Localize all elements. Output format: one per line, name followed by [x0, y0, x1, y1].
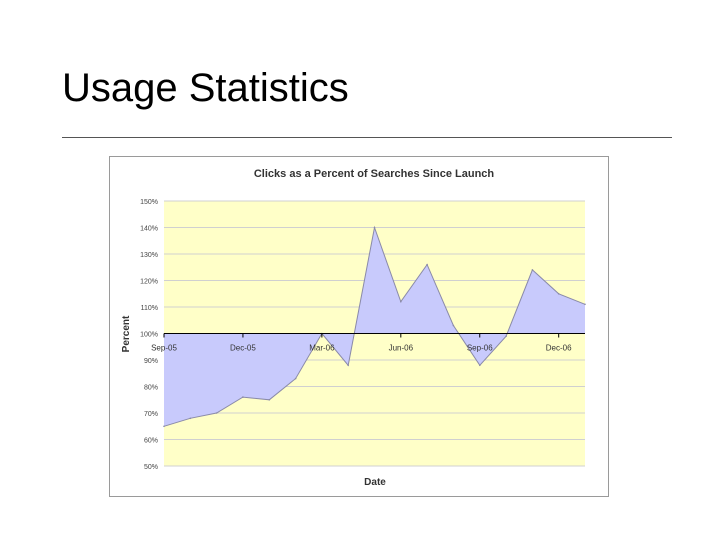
data-point: [400, 300, 402, 303]
data-point: [294, 377, 297, 380]
data-point: [557, 293, 560, 295]
x-tick-label: Dec-06: [546, 344, 572, 353]
data-point: [373, 226, 376, 229]
data-point: [268, 399, 271, 401]
area-fill: [164, 227, 585, 427]
data-point: [584, 303, 586, 306]
data-point: [452, 324, 455, 327]
y-tick-label: 100%: [140, 332, 158, 339]
y-axis-label: Percent: [121, 315, 132, 352]
y-tick-label: 60%: [144, 438, 158, 445]
y-tick-label: 140%: [140, 226, 158, 233]
x-tick-label: Sep-05: [151, 344, 177, 353]
y-tick-label: 70%: [144, 411, 158, 418]
x-tick-label: Dec-05: [230, 344, 256, 353]
chart-title: Clicks as a Percent of Searches Since La…: [254, 168, 495, 180]
y-tick-label: 50%: [144, 464, 158, 471]
clicks-percent-chart: Clicks as a Percent of Searches Since La…: [121, 168, 586, 488]
data-point: [347, 364, 349, 367]
data-point: [426, 263, 428, 266]
data-point: [189, 417, 192, 420]
x-tick-label: Jun-06: [389, 344, 414, 353]
title-divider: [62, 137, 672, 138]
x-tick-label: Sep-06: [467, 344, 493, 353]
y-tick-label: 120%: [140, 279, 158, 286]
data-point: [531, 269, 534, 271]
y-tick-label: 80%: [144, 385, 158, 392]
x-axis-label: Date: [364, 477, 386, 488]
chart-frame: Clicks as a Percent of Searches Since La…: [109, 156, 609, 497]
y-tick-label: 110%: [141, 305, 158, 312]
slide-title: Usage Statistics: [62, 66, 349, 110]
data-point: [479, 364, 481, 367]
y-tick-label: 90%: [144, 358, 158, 365]
y-tick-label: 150%: [140, 199, 158, 206]
data-point: [163, 425, 165, 428]
data-point: [505, 335, 507, 337]
data-point: [215, 412, 218, 414]
x-tick-label: Mar-06: [309, 344, 335, 353]
data-point: [242, 396, 244, 398]
y-tick-label: 130%: [140, 252, 158, 259]
